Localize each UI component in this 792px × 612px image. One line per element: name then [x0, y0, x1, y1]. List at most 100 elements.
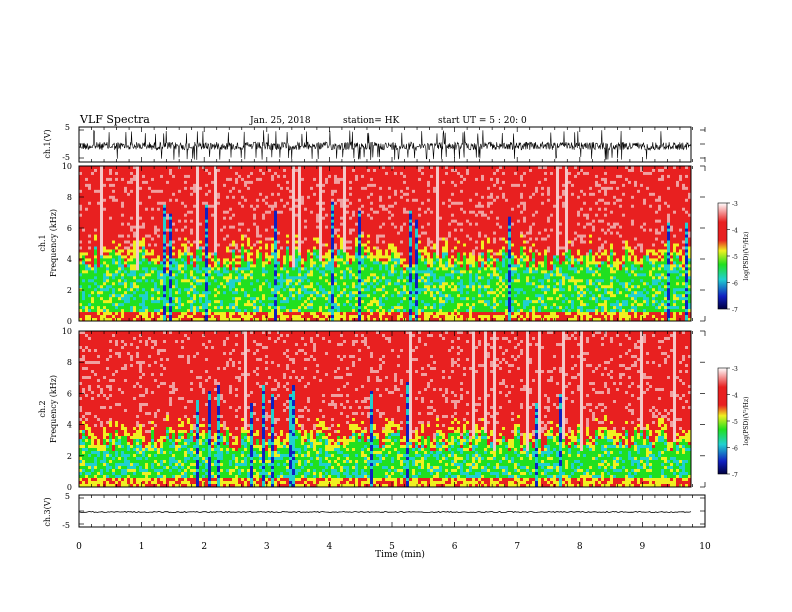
spectrogram-cell: [289, 315, 292, 318]
spectrogram-cell: [127, 214, 130, 217]
spectrogram-cell: [115, 172, 118, 175]
spectrogram-cell: [265, 303, 268, 306]
spectrogram-cell: [214, 246, 217, 249]
spectrogram-cell: [121, 211, 124, 214]
spectrogram-cell: [103, 276, 106, 279]
spectrogram-cell: [226, 220, 229, 223]
spectrogram-cell: [274, 190, 277, 193]
spectrogram-cell: [337, 232, 340, 235]
spectrogram-cell: [343, 300, 346, 303]
spectrogram-cell: [106, 303, 109, 306]
spectrogram-cell: [160, 214, 163, 217]
spectrogram-cell: [247, 261, 250, 264]
spectrogram-cell: [115, 288, 118, 291]
spectrogram-cell: [214, 312, 217, 315]
spectrogram-cell: [301, 187, 304, 190]
spectrogram-cell: [106, 315, 109, 318]
spectrogram-cell: [298, 300, 301, 303]
spectrogram-cell: [139, 270, 142, 273]
spectrogram-cell: [268, 273, 271, 276]
spectrogram-cell: [118, 288, 121, 291]
spectrogram-cell: [121, 303, 124, 306]
spectrogram-cell: [109, 294, 112, 297]
spectrogram-cell: [112, 202, 115, 205]
spectrogram-cell: [349, 232, 352, 235]
spectrogram-cell: [82, 205, 85, 208]
spectrogram-cell: [169, 294, 172, 297]
spectrogram-cell: [85, 279, 88, 282]
spectrogram-cell: [205, 276, 208, 279]
spectrogram-cell: [355, 166, 358, 169]
spectrogram-cell: [157, 297, 160, 300]
spectrogram-cell: [358, 190, 361, 193]
spectrogram-cell: [154, 303, 157, 306]
spectrogram-cell: [262, 306, 265, 309]
spectrogram-cell: [211, 267, 214, 270]
spectrogram-cell: [94, 273, 97, 276]
spectrogram-cell: [196, 199, 199, 202]
spectrogram-cell: [277, 309, 280, 312]
spectrogram-cell: [277, 187, 280, 190]
spectrogram-cell: [181, 255, 184, 258]
spectrogram-cell: [100, 217, 103, 220]
spectrogram-cell: [313, 270, 316, 273]
spectrogram-cell: [292, 258, 295, 261]
spectrogram-cell: [109, 178, 112, 181]
spectrogram-cell: [190, 282, 193, 285]
spectrogram-cell: [196, 217, 199, 220]
spectrogram-cell: [160, 282, 163, 285]
spectrogram-cell: [211, 172, 214, 175]
spectrogram-cell: [280, 211, 283, 214]
spectrogram-cell: [226, 193, 229, 196]
spectrogram-cell: [208, 270, 211, 273]
spectrogram-cell: [331, 220, 334, 223]
spectrogram-cell: [346, 190, 349, 193]
spectrogram-cell: [226, 315, 229, 318]
spectrogram-cell: [196, 312, 199, 315]
spectrogram-cell: [289, 294, 292, 297]
spectrogram-cell: [298, 193, 301, 196]
spectrogram-cell: [94, 297, 97, 300]
spectrogram-cell: [319, 249, 322, 252]
spectrogram-cell: [94, 199, 97, 202]
spectrogram-cell: [205, 169, 208, 172]
spectrogram-cell: [310, 267, 313, 270]
spectrogram-cell: [109, 306, 112, 309]
spectrogram-cell: [142, 214, 145, 217]
spectrogram-cell: [217, 270, 220, 273]
spectrogram-cell: [205, 312, 208, 315]
spectrogram-cell: [151, 276, 154, 279]
spectrogram-cell: [358, 270, 361, 273]
spectrogram-cell: [199, 217, 202, 220]
spectrogram-cell: [322, 267, 325, 270]
spectrogram-cell: [82, 252, 85, 255]
spectrogram-cell: [340, 211, 343, 214]
spectrogram-cell: [271, 297, 274, 300]
spectrogram-cell: [328, 226, 331, 229]
spectrogram-cell: [238, 244, 241, 247]
spectrogram-cell: [202, 276, 205, 279]
spectrogram-cell: [331, 261, 334, 264]
spectrogram-cell: [334, 252, 337, 255]
spectrogram-cell: [136, 226, 139, 229]
spectrogram-cell: [250, 166, 253, 169]
spectrogram-cell: [205, 249, 208, 252]
spectrogram-cell: [295, 303, 298, 306]
spectrogram-cell: [109, 273, 112, 276]
spectrogram-cell: [103, 279, 106, 282]
spectrogram-cell: [223, 214, 226, 217]
spectrogram-cell: [124, 255, 127, 258]
spectrogram-cell: [193, 270, 196, 273]
spectrogram-cell: [286, 252, 289, 255]
spectrogram-cell: [337, 303, 340, 306]
spectrogram-cell: [208, 199, 211, 202]
spectrogram-cell: [313, 246, 316, 249]
spectrogram-cell: [94, 226, 97, 229]
spectrogram-cell: [301, 246, 304, 249]
spectrogram-cell: [268, 312, 271, 315]
spectrogram-cell: [253, 166, 256, 169]
spectrogram-cell: [217, 217, 220, 220]
spectrogram-cell: [244, 279, 247, 282]
station-label: station= HK: [343, 116, 400, 126]
spectrogram-cell: [175, 172, 178, 175]
